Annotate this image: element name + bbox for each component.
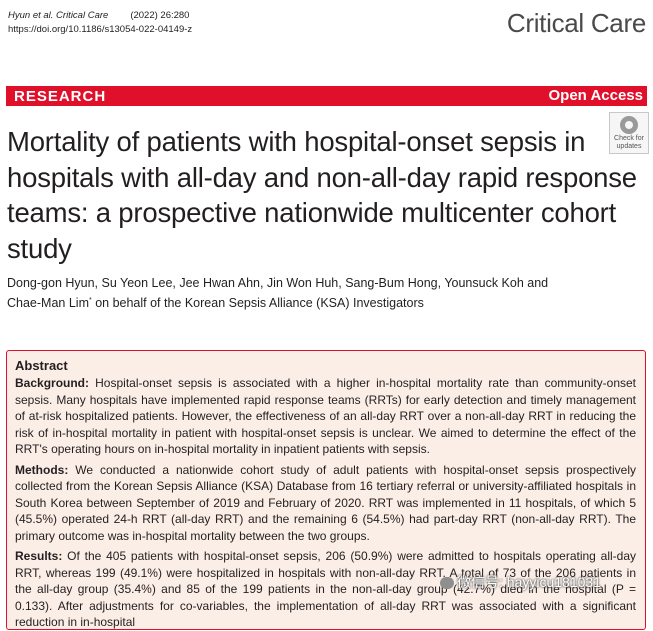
citation-year-volume: (2022) 26:280 — [130, 10, 190, 21]
results-text: Of the 405 patients with hospital-onset … — [15, 549, 636, 629]
results-label: Results: — [15, 549, 63, 563]
corresponding-mark: * — [88, 297, 92, 304]
methods-text: We conducted a nationwide cohort study o… — [15, 462, 636, 543]
wechat-icon — [440, 577, 454, 590]
watermark-text: 微信号: hayyicu181031 — [457, 574, 601, 590]
citation-authors: Hyun et al. Critical Care — [8, 10, 109, 21]
author-line-2-rest: on behalf of the Korean Sepsis Alliance … — [91, 296, 424, 311]
crossmark-icon — [620, 116, 638, 134]
background-text: Hospital-onset sepsis is associated with… — [15, 376, 636, 456]
methods-label: Methods: — [15, 462, 69, 477]
updates-line1: Check for — [614, 135, 644, 142]
article-type-label: RESEARCH — [14, 88, 107, 105]
abstract-methods: Methods: We conducted a nationwide cohor… — [15, 462, 636, 545]
watermark: 微信号: hayyicu181031 — [440, 572, 601, 592]
citation-block: Hyun et al. Critical Care (2022) 26:280 h… — [8, 9, 192, 37]
doi-link[interactable]: https://doi.org/10.1186/s13054-022-04149… — [8, 24, 193, 35]
journal-name: Critical Care — [506, 8, 646, 38]
abstract-background: Background: Hospital-onset sepsis is ass… — [15, 375, 636, 458]
abstract-results: Results: Of the 405 patients with hospit… — [15, 548, 636, 631]
abstract-heading: Abstract — [15, 358, 68, 373]
open-access-label: Open Access — [548, 87, 644, 104]
updates-line2: updates — [616, 143, 642, 150]
author-line-1: Dong-gon Hyun, Su Yeon Lee, Jee Hwan Ahn… — [7, 276, 549, 290]
article-title: Mortality of patients with hospital-onse… — [7, 126, 637, 264]
background-label: Background: — [15, 376, 90, 390]
author-list: Dong-gon Hyun, Su Yeon Lee, Jee Hwan Ahn… — [7, 275, 607, 312]
article-type-banner: RESEARCH Open Access — [6, 86, 647, 106]
corresponding-author: Chae-Man Lim — [7, 296, 89, 311]
check-for-updates-badge[interactable]: Check for updates — [609, 112, 649, 154]
